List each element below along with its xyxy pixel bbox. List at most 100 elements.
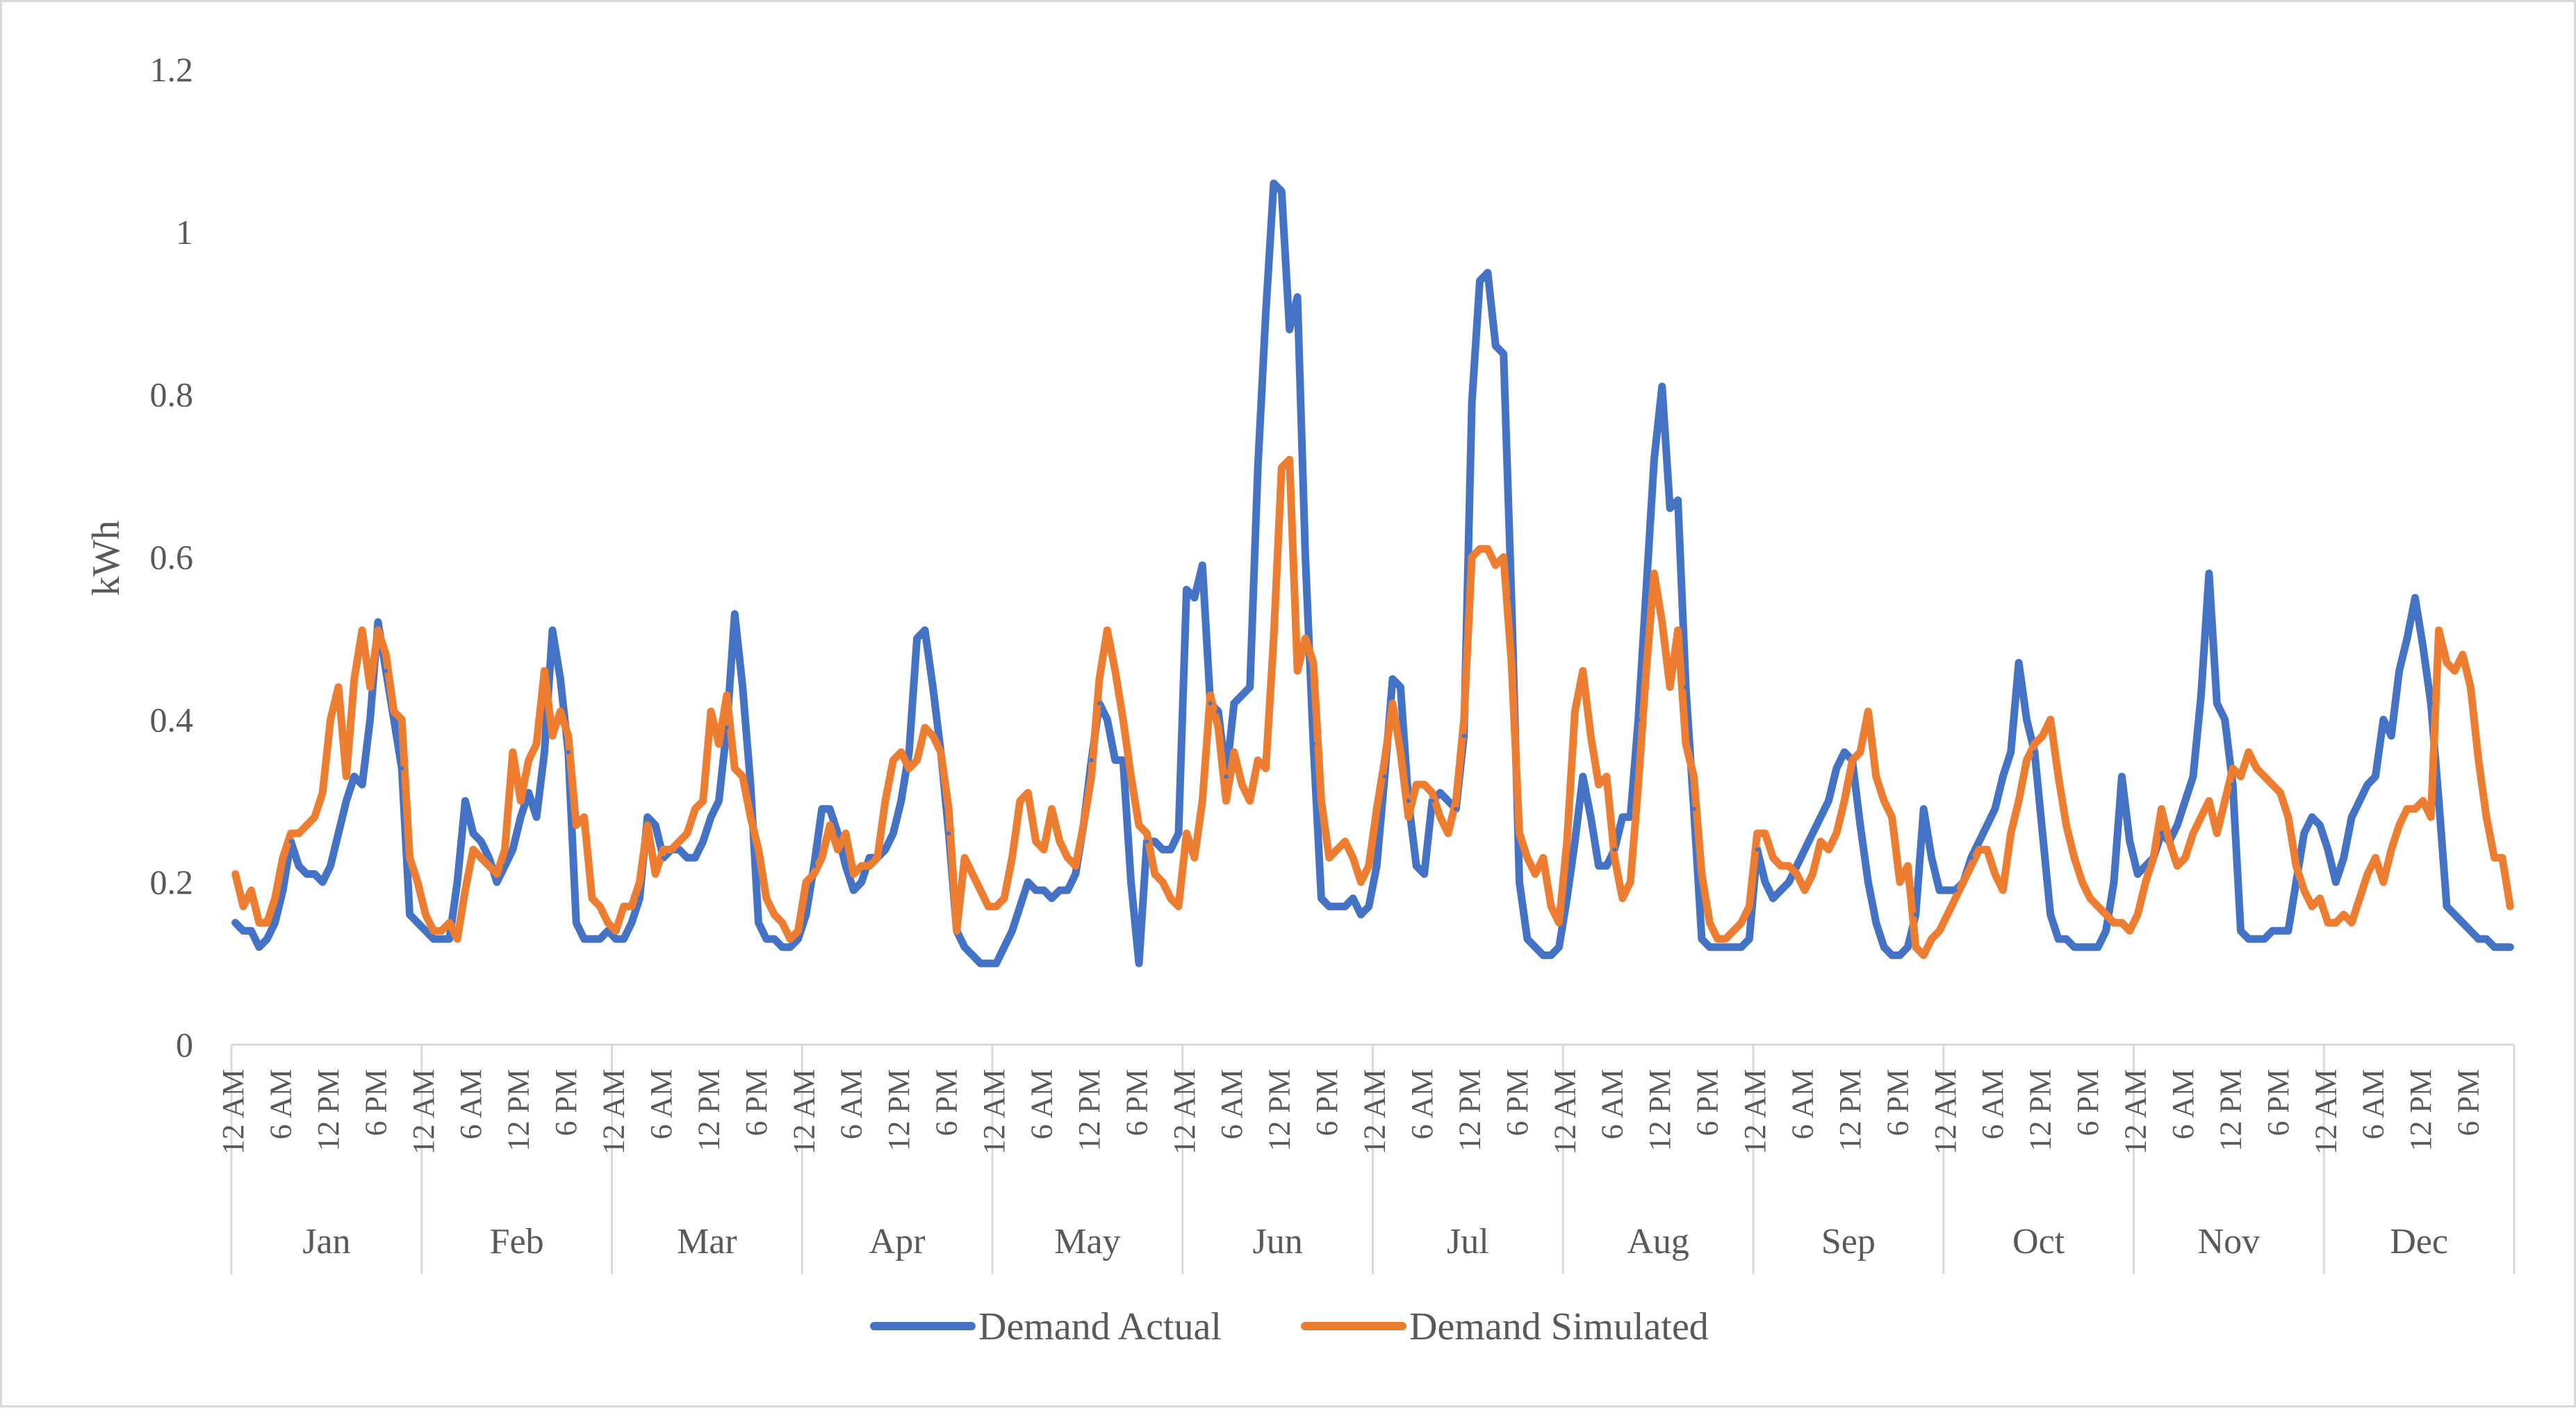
- data-point: [1375, 806, 1379, 811]
- data-point: [1058, 839, 1062, 844]
- data-point: [1097, 701, 1101, 705]
- x-tick-label: 12 AM: [1358, 1069, 1392, 1154]
- data-point: [1390, 701, 1395, 705]
- data-point: [1493, 343, 1498, 348]
- data-point: [2167, 839, 2172, 844]
- data-point: [970, 872, 975, 876]
- data-point: [1565, 896, 1569, 901]
- data-point: [700, 839, 705, 844]
- data-point: [1445, 831, 1450, 835]
- data-point: [1359, 880, 1363, 885]
- data-point: [598, 904, 602, 909]
- data-point: [2373, 856, 2378, 860]
- data-point: [1605, 863, 1609, 868]
- data-point: [1573, 709, 1577, 714]
- x-tick-label: 6 PM: [359, 1069, 393, 1136]
- data-point: [2112, 880, 2116, 885]
- x-axis-hour-ticks: 12 AM 6 AM 12 PM 6 PM 12 AM 6 AM 12 PM 6 PM 12 A…: [216, 1069, 2486, 1154]
- data-point: [780, 945, 785, 949]
- data-point: [2222, 799, 2227, 803]
- data-point: [1755, 831, 1759, 835]
- x-tick-label: 12 AM: [407, 1069, 441, 1154]
- data-point: [835, 847, 840, 852]
- data-point: [1612, 856, 1617, 860]
- data-point: [764, 896, 769, 901]
- data-point: [2080, 945, 2085, 949]
- data-point: [1898, 953, 1902, 958]
- data-point: [2056, 937, 2061, 941]
- month-label: Jul: [1447, 1222, 1489, 1261]
- data-point: [312, 815, 317, 819]
- data-point: [1129, 880, 1133, 885]
- data-point: [1794, 863, 1799, 868]
- data-point: [304, 872, 309, 876]
- data-point: [875, 856, 880, 860]
- data-point: [883, 847, 887, 852]
- data-point: [2096, 904, 2101, 909]
- data-point: [1065, 888, 1070, 892]
- data-point: [360, 782, 365, 787]
- data-point: [1351, 896, 1355, 901]
- data-point: [819, 806, 824, 811]
- data-point: [788, 945, 793, 949]
- x-tick-label: 12 PM: [502, 1069, 536, 1152]
- data-point: [978, 961, 983, 966]
- data-point: [812, 872, 817, 876]
- data-point: [1445, 799, 1450, 803]
- x-tick-label: 6 PM: [739, 1069, 773, 1136]
- data-point: [1659, 620, 1664, 624]
- x-tick-label: 6 AM: [1405, 1069, 1439, 1139]
- data-point: [1739, 945, 1744, 949]
- data-point: [1176, 904, 1181, 909]
- data-point: [1160, 847, 1165, 852]
- data-point: [558, 709, 563, 714]
- data-point: [637, 880, 642, 885]
- data-point: [1081, 823, 1086, 828]
- data-point: [962, 945, 967, 949]
- data-point: [1501, 352, 1506, 357]
- data-point: [2040, 831, 2045, 835]
- data-point: [1145, 839, 1149, 844]
- x-tick-label: 12 PM: [1072, 1069, 1106, 1152]
- data-point: [1763, 831, 1768, 835]
- data-point: [1152, 839, 1157, 844]
- data-point: [2333, 880, 2338, 885]
- data-point: [2492, 945, 2497, 949]
- data-point: [2254, 937, 2259, 941]
- data-point: [1905, 945, 1910, 949]
- data-point: [923, 628, 927, 632]
- data-point: [249, 888, 254, 892]
- data-point: [2508, 945, 2513, 949]
- data-point: [1723, 945, 1728, 949]
- month-label: May: [1054, 1222, 1120, 1261]
- data-point: [1969, 856, 1974, 860]
- data-point: [288, 831, 293, 835]
- data-point: [2191, 774, 2195, 779]
- data-point: [930, 733, 935, 738]
- points-demand-actual: [233, 181, 2513, 966]
- x-tick-label: 6 PM: [1691, 1069, 1725, 1136]
- data-point: [256, 945, 261, 949]
- data-point: [946, 806, 951, 811]
- data-point: [2310, 815, 2315, 819]
- data-point: [2143, 880, 2148, 885]
- x-tick-label: 12 PM: [882, 1069, 916, 1152]
- data-point: [281, 888, 286, 892]
- data-point: [796, 937, 801, 941]
- data-point: [1382, 758, 1387, 762]
- data-point: [914, 636, 919, 641]
- data-point: [2389, 733, 2394, 738]
- data-point: [907, 766, 912, 771]
- data-point: [1533, 945, 1538, 949]
- data-point: [1049, 806, 1054, 811]
- data-point: [1026, 790, 1031, 795]
- y-tick-label: 0.8: [150, 375, 194, 414]
- data-point: [502, 847, 507, 852]
- data-point: [954, 929, 959, 933]
- data-point: [598, 937, 602, 941]
- data-point: [2294, 863, 2299, 868]
- data-point: [2064, 823, 2069, 828]
- data-point: [1042, 888, 1047, 892]
- data-point: [2452, 669, 2457, 673]
- data-point: [249, 929, 254, 933]
